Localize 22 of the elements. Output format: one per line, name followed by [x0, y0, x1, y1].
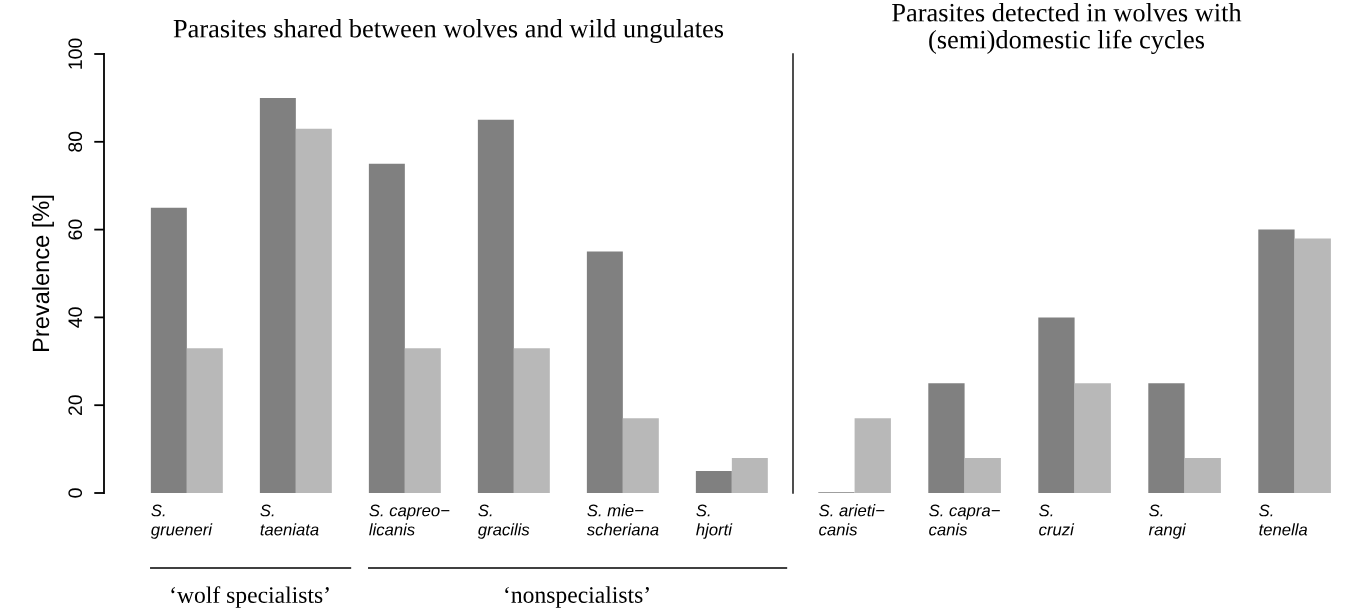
y-tick-label: 0: [68, 488, 83, 498]
text: ‘nonspecialists’: [505, 586, 649, 608]
x-tick-label: S. arieti− canis: [819, 504, 885, 536]
x-tick-label: S. mie− scheriana: [586, 504, 659, 536]
x-tick-label: S. tenella: [1259, 504, 1308, 536]
x-tick-label: S. taeniata: [260, 504, 319, 536]
y-tick-label: 60: [68, 219, 83, 240]
x-tick-label: S. capreo− licanis: [369, 504, 450, 536]
x-tick-label: S. capra− canis: [929, 504, 1000, 536]
y-tick-label: 20: [68, 395, 83, 416]
x-tick-label: S. cruzi: [1039, 504, 1075, 536]
chart-title: Parasites detected in wolves with (semi)domestic life cycles: [892, 3, 1242, 54]
x-tick-label: S. rangi: [1148, 504, 1187, 539]
text: ‘wolf specialists’: [171, 586, 329, 608]
y-tick-label: 40: [68, 307, 83, 328]
y-tick-label: 80: [68, 131, 83, 152]
chart-title: Parasites shared between wolves and wild ungulates: [173, 19, 724, 44]
x-tick-label: S. grueneri: [150, 504, 213, 539]
y-tick-label: 100: [68, 38, 83, 69]
y-axis-title: Prevalence [%]: [31, 195, 54, 351]
x-tick-label: S. gracilis: [477, 504, 530, 539]
x-tick-label: S. hjorti: [696, 504, 733, 539]
